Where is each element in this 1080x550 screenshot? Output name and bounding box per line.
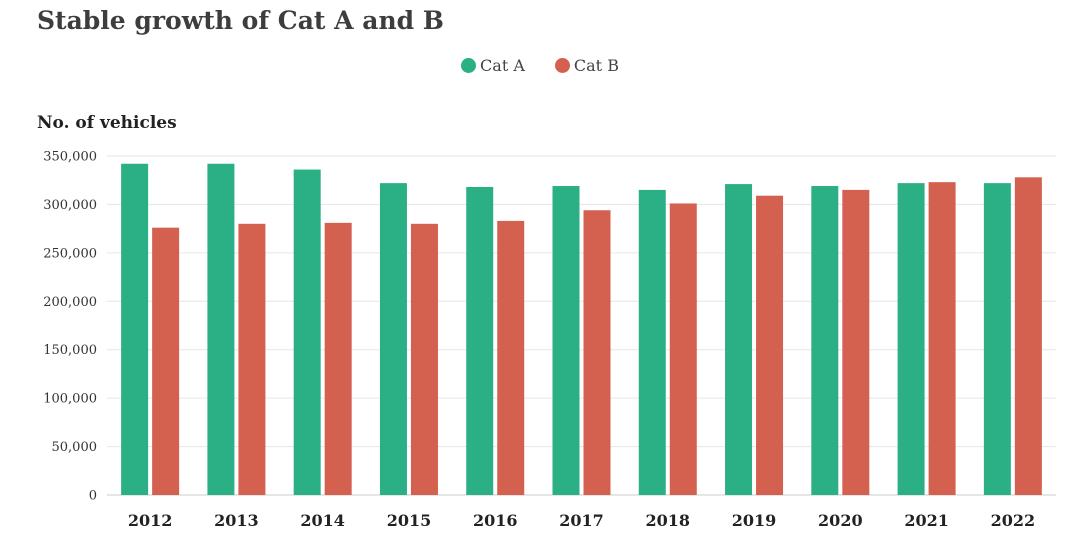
bar-cat-a-2017[interactable] bbox=[552, 186, 580, 496]
legend-label-cat-a: Cat A bbox=[480, 56, 525, 75]
x-tick-label: 2012 bbox=[128, 511, 173, 530]
x-tick-label: 2014 bbox=[300, 511, 345, 530]
x-axis-ticks: 2012 2013 2014 2015 2016 2017 2018 2019 2020 2021… bbox=[128, 511, 1035, 530]
bar-cat-b-2015[interactable] bbox=[410, 223, 438, 496]
bar-cat-b-2020[interactable] bbox=[842, 189, 870, 495]
legend-dot-cat-a bbox=[461, 58, 477, 73]
x-tick-label: 2016 bbox=[473, 511, 518, 530]
bar-cat-b-2012[interactable] bbox=[152, 227, 180, 495]
bar-cat-a-2016[interactable] bbox=[466, 186, 494, 495]
y-tick-label: 100,000 bbox=[43, 392, 97, 407]
bar-cat-b-2017[interactable] bbox=[583, 210, 611, 496]
bar-cat-a-2022[interactable] bbox=[983, 183, 1011, 495]
x-tick-label: 2017 bbox=[559, 511, 604, 530]
legend-label-cat-b: Cat B bbox=[573, 56, 619, 75]
x-tick-label: 2018 bbox=[646, 511, 691, 530]
bar-cat-a-2019[interactable] bbox=[725, 184, 753, 496]
bar-cat-b-2016[interactable] bbox=[497, 220, 525, 495]
bar-cat-a-2012[interactable] bbox=[121, 163, 149, 495]
y-tick-label: 300,000 bbox=[43, 198, 97, 213]
bar-cat-a-2020[interactable] bbox=[811, 186, 839, 496]
bar-cat-a-2015[interactable] bbox=[379, 183, 407, 495]
y-tick-label: 150,000 bbox=[43, 343, 97, 358]
x-tick-label: 2013 bbox=[214, 511, 259, 530]
bars bbox=[121, 163, 1042, 496]
y-tick-label: 50,000 bbox=[52, 440, 98, 455]
x-tick-label: 2022 bbox=[991, 511, 1036, 530]
bar-cat-a-2014[interactable] bbox=[293, 169, 321, 495]
bar-cat-a-2021[interactable] bbox=[897, 183, 925, 495]
bar-cat-b-2014[interactable] bbox=[324, 222, 352, 495]
bar-cat-a-2013[interactable] bbox=[207, 163, 235, 495]
y-axis-ticks: 0 50,000 100,000 150,000 200,000 250,000 300,0… bbox=[43, 150, 97, 504]
legend-dot-cat-b bbox=[554, 58, 570, 73]
legend-item-cat-b[interactable]: Cat B bbox=[554, 56, 619, 75]
x-tick-label: 2015 bbox=[387, 511, 432, 530]
bar-cat-b-2019[interactable] bbox=[756, 195, 784, 495]
bar-cat-b-2013[interactable] bbox=[238, 223, 266, 496]
legend: Cat A Cat B bbox=[0, 56, 1080, 75]
x-tick-label: 2019 bbox=[732, 511, 777, 530]
bar-cat-a-2018[interactable] bbox=[638, 189, 666, 495]
y-axis-label: No. of vehicles bbox=[37, 113, 177, 133]
y-tick-label: 350,000 bbox=[43, 150, 97, 165]
x-tick-label: 2020 bbox=[818, 511, 863, 530]
y-tick-label: 200,000 bbox=[43, 295, 97, 310]
y-tick-label: 0 bbox=[89, 489, 97, 504]
bar-cat-b-2018[interactable] bbox=[669, 203, 697, 495]
legend-item-cat-a[interactable]: Cat A bbox=[461, 56, 525, 75]
bar-cat-b-2021[interactable] bbox=[928, 182, 956, 495]
y-tick-label: 250,000 bbox=[43, 246, 97, 261]
x-tick-label: 2021 bbox=[904, 511, 949, 530]
bar-cat-b-2022[interactable] bbox=[1014, 177, 1042, 495]
chart-title: Stable growth of Cat A and B bbox=[37, 6, 444, 35]
